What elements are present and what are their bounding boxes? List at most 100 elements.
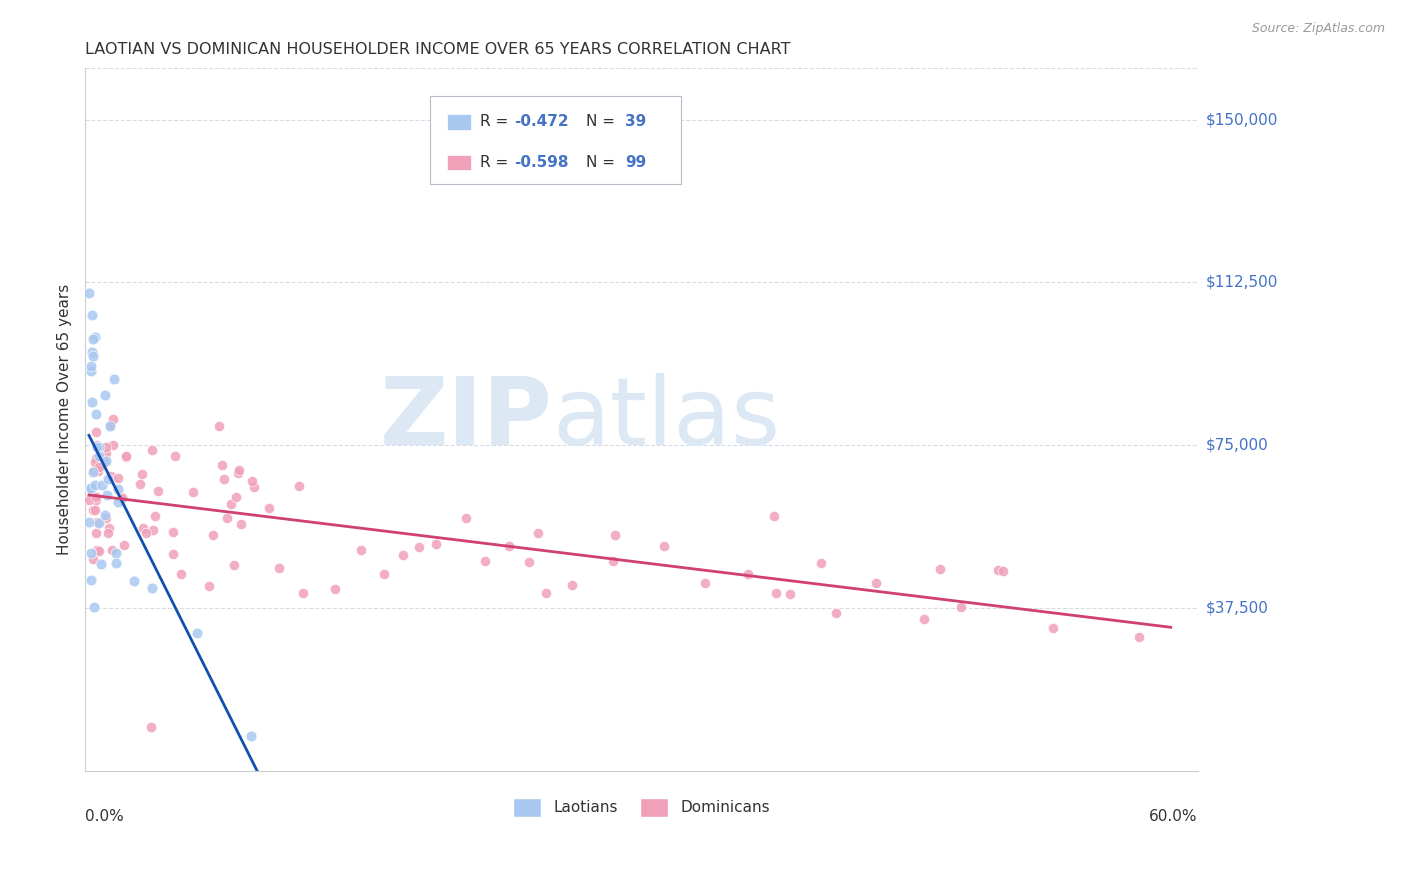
Point bbox=[131, 467, 153, 482]
Point bbox=[86, 438, 108, 452]
Text: $150,000: $150,000 bbox=[1206, 112, 1278, 128]
Point bbox=[231, 516, 253, 531]
Point bbox=[79, 492, 101, 507]
Point bbox=[762, 509, 785, 524]
Point bbox=[97, 521, 120, 535]
Point bbox=[82, 466, 104, 480]
Point bbox=[527, 525, 550, 540]
Point bbox=[165, 449, 187, 463]
Point bbox=[84, 478, 107, 492]
Point bbox=[100, 543, 122, 558]
Text: Source: ZipAtlas.com: Source: ZipAtlas.com bbox=[1251, 22, 1385, 36]
Point bbox=[865, 576, 887, 591]
Point bbox=[221, 497, 243, 511]
Point bbox=[474, 554, 496, 568]
Text: 60.0%: 60.0% bbox=[1149, 809, 1198, 824]
Point bbox=[323, 582, 346, 596]
Point bbox=[86, 515, 108, 529]
Point bbox=[201, 528, 224, 542]
Point bbox=[94, 441, 117, 455]
Point bbox=[350, 542, 373, 557]
Point bbox=[104, 546, 127, 560]
Point bbox=[82, 503, 104, 517]
Point bbox=[77, 515, 100, 529]
Point bbox=[103, 372, 125, 386]
Point bbox=[914, 612, 936, 626]
Point bbox=[115, 450, 138, 464]
Text: R =: R = bbox=[481, 155, 513, 169]
Text: 39: 39 bbox=[624, 114, 647, 129]
Point bbox=[122, 574, 145, 588]
Point bbox=[228, 463, 250, 477]
Point bbox=[208, 419, 231, 434]
Point bbox=[107, 495, 129, 509]
Point bbox=[84, 425, 107, 440]
Point bbox=[181, 485, 204, 500]
Point bbox=[101, 412, 124, 426]
FancyBboxPatch shape bbox=[430, 95, 681, 184]
Point bbox=[97, 526, 120, 541]
Point bbox=[80, 573, 103, 587]
Point bbox=[288, 479, 311, 493]
Point bbox=[129, 477, 152, 491]
Point bbox=[240, 474, 263, 488]
Point bbox=[87, 464, 110, 478]
Point bbox=[162, 524, 184, 539]
Text: 99: 99 bbox=[624, 155, 647, 169]
Point bbox=[94, 387, 117, 401]
Text: $75,000: $75,000 bbox=[1206, 438, 1268, 453]
Point bbox=[240, 729, 263, 743]
Point bbox=[84, 455, 107, 469]
Point bbox=[80, 482, 103, 496]
Point bbox=[186, 625, 208, 640]
Point bbox=[84, 451, 107, 466]
Point bbox=[107, 470, 129, 484]
Point bbox=[90, 441, 112, 455]
Point bbox=[83, 600, 105, 615]
Text: ZIP: ZIP bbox=[380, 373, 553, 465]
Y-axis label: Householder Income Over 65 years: Householder Income Over 65 years bbox=[58, 284, 72, 555]
Point bbox=[243, 480, 266, 494]
Point bbox=[112, 538, 135, 552]
Point bbox=[86, 542, 108, 557]
Point bbox=[603, 528, 626, 542]
Point bbox=[80, 344, 103, 359]
Point bbox=[93, 454, 115, 468]
Text: N =: N = bbox=[586, 114, 620, 129]
Point bbox=[170, 566, 193, 581]
Point bbox=[737, 566, 759, 581]
Point bbox=[534, 586, 557, 600]
Point bbox=[291, 586, 314, 600]
Text: $37,500: $37,500 bbox=[1206, 600, 1270, 615]
FancyBboxPatch shape bbox=[447, 154, 471, 170]
Point bbox=[141, 720, 163, 734]
Point bbox=[80, 481, 103, 495]
Point bbox=[991, 565, 1014, 579]
Point bbox=[198, 578, 221, 592]
Point bbox=[100, 468, 122, 483]
Point bbox=[148, 483, 170, 498]
Point bbox=[84, 493, 107, 508]
Text: N =: N = bbox=[586, 155, 620, 169]
Point bbox=[1128, 630, 1150, 644]
Point bbox=[80, 359, 103, 374]
Point bbox=[98, 419, 121, 434]
Point bbox=[408, 540, 430, 554]
Point bbox=[143, 509, 166, 524]
Point bbox=[652, 539, 675, 553]
Point bbox=[949, 599, 972, 614]
Point bbox=[693, 576, 716, 591]
Point bbox=[214, 472, 236, 486]
Point bbox=[929, 562, 952, 576]
Point bbox=[97, 472, 120, 486]
Point bbox=[498, 539, 520, 553]
Point bbox=[90, 557, 112, 571]
Text: atlas: atlas bbox=[553, 373, 780, 465]
Point bbox=[454, 511, 477, 525]
Point bbox=[89, 440, 111, 454]
Point bbox=[98, 417, 121, 432]
Point bbox=[96, 488, 118, 502]
Point bbox=[810, 556, 832, 570]
Point bbox=[94, 454, 117, 468]
Point bbox=[77, 286, 100, 301]
